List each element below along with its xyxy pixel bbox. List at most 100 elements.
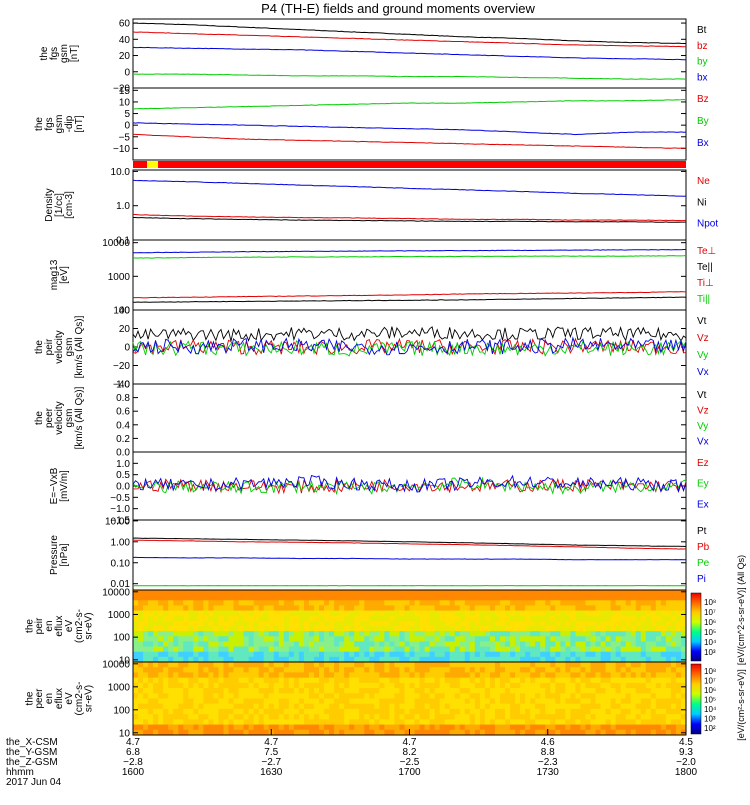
heatmap-cell [596, 704, 601, 710]
heatmap-cell [339, 605, 344, 611]
heatmap-cell [158, 600, 163, 606]
heatmap-cell [585, 709, 590, 715]
heatmap-cell [515, 662, 520, 668]
heatmap-cell [274, 641, 279, 647]
heatmap-cell [249, 672, 254, 678]
heatmap-cell [636, 636, 641, 642]
heatmap-cell [334, 652, 339, 658]
heatmap-cell [148, 683, 153, 689]
heatmap-cell [213, 631, 218, 637]
heatmap-cell [435, 704, 440, 710]
heatmap-cell [404, 672, 409, 678]
heatmap-cell [666, 699, 671, 705]
heatmap-cell [535, 590, 540, 596]
heatmap-cell [329, 714, 334, 720]
heatmap-cell [364, 611, 369, 617]
heatmap-cell [455, 611, 460, 617]
heatmap-cell [259, 595, 264, 601]
heatmap-cell [435, 636, 440, 642]
heatmap-cell [601, 704, 606, 710]
heatmap-cell [324, 693, 329, 699]
heatmap-cell [394, 699, 399, 705]
heatmap-cell [651, 621, 656, 627]
heatmap-cell [550, 714, 555, 720]
heatmap-cell [606, 595, 611, 601]
heatmap-cell [399, 631, 404, 637]
heatmap-cell [626, 683, 631, 689]
heatmap-cell [590, 704, 595, 710]
heatmap-cell [545, 595, 550, 601]
heatmap-cell [198, 636, 203, 642]
heatmap-cell [565, 621, 570, 627]
heatmap-cell [495, 636, 500, 642]
heatmap-cell [621, 631, 626, 637]
heatmap-cell [314, 600, 319, 606]
heatmap-cell [560, 590, 565, 596]
heatmap-cell [384, 626, 389, 632]
heatmap-cell [596, 595, 601, 601]
heatmap-cell [188, 709, 193, 715]
heatmap-cell [500, 605, 505, 611]
heatmap-cell [394, 688, 399, 694]
heatmap-cell [389, 647, 394, 653]
heatmap-cell [415, 662, 420, 668]
heatmap-cell [399, 641, 404, 647]
heatmap-cell [475, 621, 480, 627]
heatmap-cell [495, 647, 500, 653]
heatmap-cell [279, 683, 284, 689]
heatmap-cell [143, 605, 148, 611]
heatmap-cell [379, 699, 384, 705]
heatmap-cell [520, 631, 525, 637]
heatmap-cell [550, 590, 555, 596]
heatmap-cell [475, 725, 480, 731]
heatmap-cell [455, 636, 460, 642]
heatmap-cell [294, 683, 299, 689]
heatmap-cell [450, 626, 455, 632]
panels: 6040200−20thefgsgsm[nT]Btbzbybx151050−5−… [24, 19, 718, 740]
heatmap-cell [133, 719, 138, 725]
heatmap-cell [601, 699, 606, 705]
heatmap-cell [299, 616, 304, 622]
heatmap-cell [606, 605, 611, 611]
heatmap-cell [294, 636, 299, 642]
heatmap-cell [173, 688, 178, 694]
heatmap-cell [239, 605, 244, 611]
heatmap-cell [611, 662, 616, 668]
heatmap-cell [259, 683, 264, 689]
heatmap-cell [329, 719, 334, 725]
heatmap-cell [415, 704, 420, 710]
heatmap-cell [601, 611, 606, 617]
heatmap-cell [249, 621, 254, 627]
heatmap-cell [596, 647, 601, 653]
heatmap-cell [460, 616, 465, 622]
series-line-bx [133, 47, 686, 60]
heatmap-cell [661, 600, 666, 606]
heatmap-cell [420, 595, 425, 601]
heatmap-cell [138, 709, 143, 715]
heatmap-cell [213, 647, 218, 653]
heatmap-cell [133, 641, 138, 647]
heatmap-cell [183, 611, 188, 617]
heatmap-cell [289, 595, 294, 601]
heatmap-cell [515, 678, 520, 684]
heatmap-cell [470, 636, 475, 642]
legend-entry: bx [697, 72, 708, 83]
heatmap-cell [651, 709, 656, 715]
heatmap-cell [349, 699, 354, 705]
heatmap-cell [575, 725, 580, 731]
heatmap-cell [389, 688, 394, 694]
heatmap-cell [490, 605, 495, 611]
heatmap-cell [616, 709, 621, 715]
heatmap-cell [138, 693, 143, 699]
heatmap-cell [540, 641, 545, 647]
heatmap-cell [560, 631, 565, 637]
heatmap-cell [565, 647, 570, 653]
heatmap-cell [455, 616, 460, 622]
heatmap-cell [480, 621, 485, 627]
heatmap-cell [203, 678, 208, 684]
heatmap-cell [555, 600, 560, 606]
heatmap-cell [550, 693, 555, 699]
heatmap-cell [218, 699, 223, 705]
heatmap-cell [676, 719, 681, 725]
heatmap-cell [530, 709, 535, 715]
